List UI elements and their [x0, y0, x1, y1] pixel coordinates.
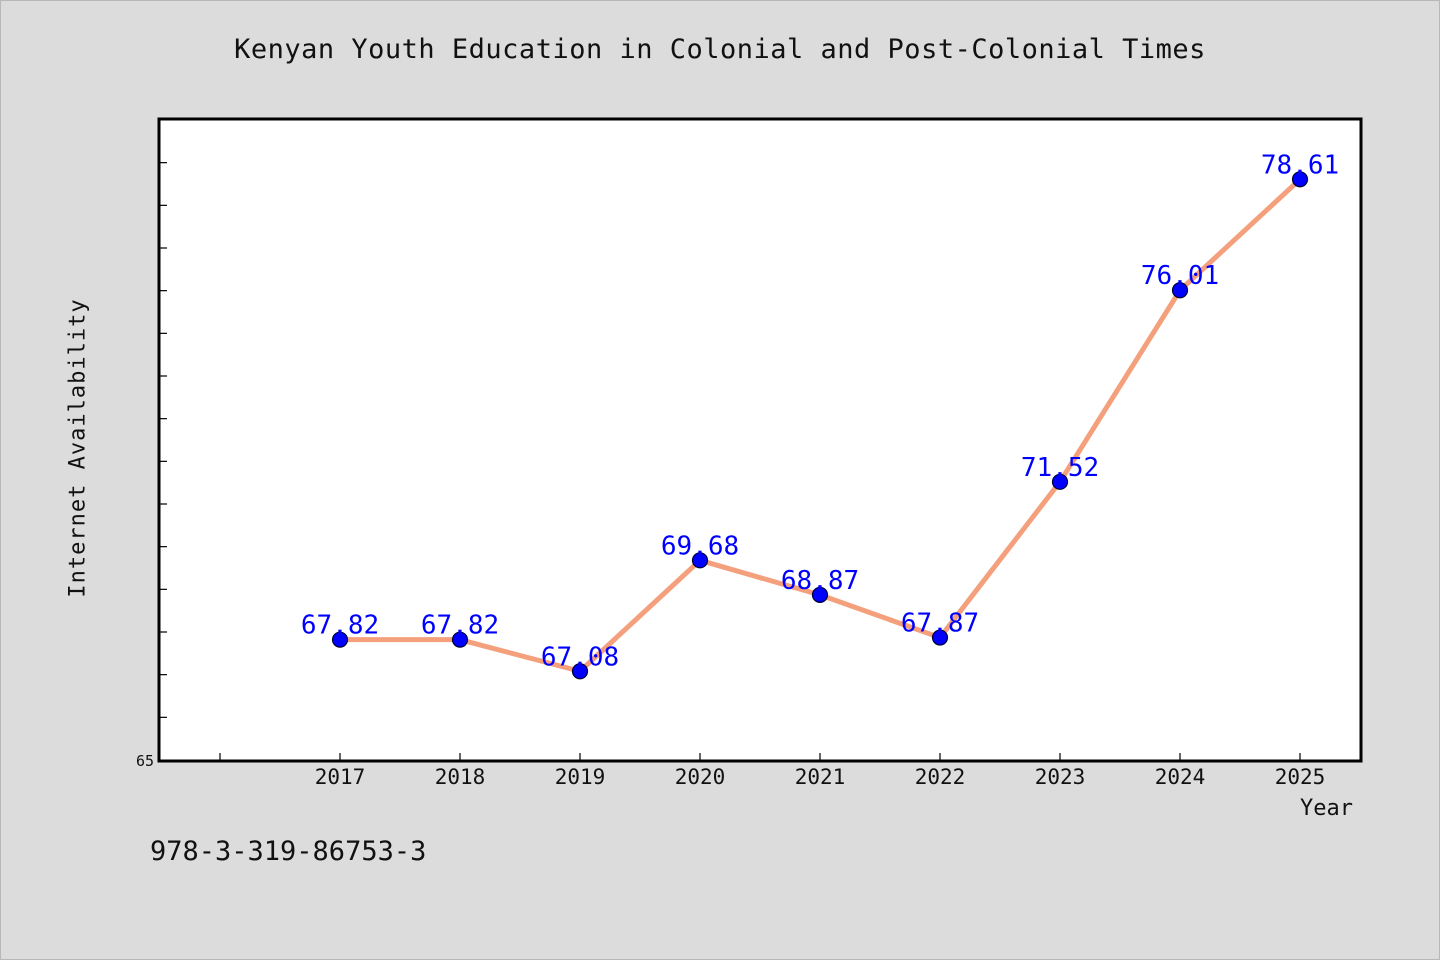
chart-title: Kenyan Youth Education in Colonial and P…	[234, 34, 1206, 65]
x-tick-label: 2025	[1275, 765, 1326, 789]
x-tick-label: 2022	[915, 765, 966, 789]
data-point	[451, 631, 469, 648]
data-points	[331, 171, 1309, 680]
data-point	[331, 631, 349, 648]
x-tick-label: 2017	[315, 765, 366, 789]
data-point	[1171, 282, 1189, 299]
data-point	[691, 552, 709, 569]
data-label: 67.08	[541, 642, 619, 672]
data-point	[1051, 473, 1069, 490]
data-point	[1291, 171, 1309, 188]
x-axis-ticks: 2017 2018 2019 2020 2021 2022 2023 2024 2025	[219, 753, 1326, 789]
data-point	[571, 663, 589, 680]
data-labels: 67.82 67.82 67.08 69.68 68.87 67.87 71.52 76.01…	[301, 150, 1339, 672]
data-label: 69.68	[661, 531, 739, 561]
x-axis-label: Year	[1300, 796, 1353, 821]
x-tick-label: 2023	[1035, 765, 1086, 789]
x-tick-label: 2024	[1155, 765, 1206, 789]
isbn-annotation: 978-3-319-86753-3	[150, 836, 427, 867]
x-tick-label: 2019	[555, 765, 606, 789]
y-axis-ticks: 65	[136, 162, 167, 770]
data-label: 78.61	[1261, 150, 1339, 180]
x-tick-label: 2021	[795, 765, 846, 789]
data-label: 67.87	[901, 609, 979, 639]
x-tick-label: 2020	[675, 765, 726, 789]
data-label: 67.82	[421, 611, 499, 641]
data-label: 76.01	[1141, 261, 1219, 291]
plot-area	[157, 117, 1363, 763]
data-point	[811, 586, 829, 603]
data-label: 71.52	[1021, 453, 1099, 483]
x-tick-label: 2018	[435, 765, 486, 789]
data-label: 68.87	[781, 566, 859, 596]
data-label: 67.82	[301, 611, 379, 641]
y-tick-label: 65	[136, 752, 154, 770]
data-point	[931, 629, 949, 646]
